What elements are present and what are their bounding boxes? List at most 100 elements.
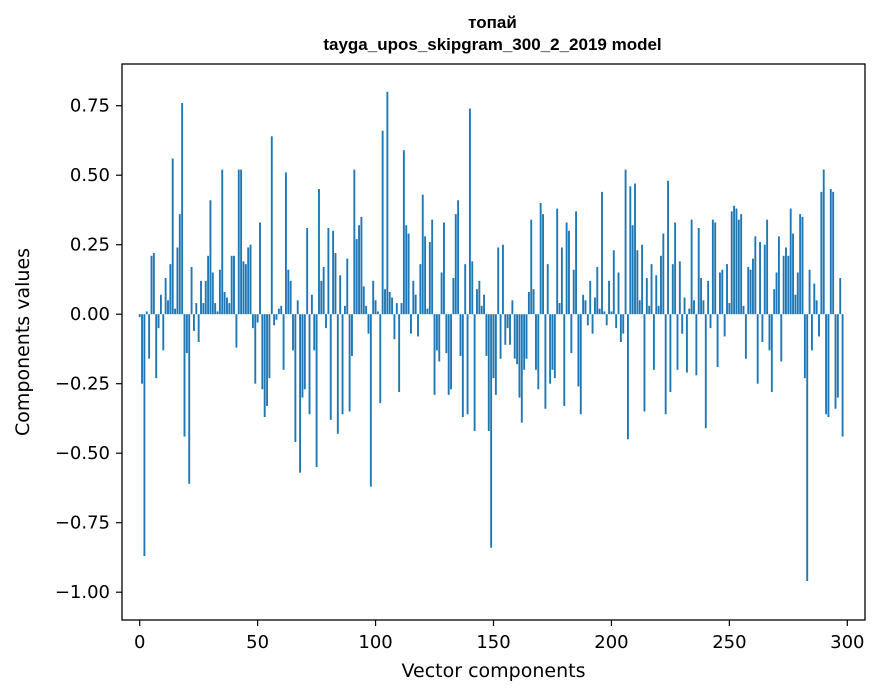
- bar: [138, 314, 141, 317]
- bar: [492, 314, 495, 379]
- bar: [742, 305, 745, 315]
- bar: [405, 225, 408, 315]
- bar: [197, 314, 200, 342]
- bar: [726, 264, 728, 315]
- bar: [244, 264, 247, 315]
- bar: [664, 314, 667, 415]
- bar: [440, 272, 443, 315]
- bar: [579, 314, 582, 415]
- bar: [332, 230, 335, 315]
- bar: [476, 289, 478, 315]
- bar: [228, 303, 231, 315]
- bar: [513, 314, 516, 359]
- bar: [313, 314, 316, 351]
- bar: [754, 236, 757, 315]
- x-tick-label: 200: [594, 632, 628, 653]
- bar: [188, 314, 191, 484]
- bar: [282, 314, 285, 370]
- bar: [268, 314, 271, 379]
- bar: [532, 289, 535, 315]
- bar: [608, 280, 611, 315]
- bar: [145, 311, 148, 315]
- bar: [622, 314, 625, 334]
- bar: [450, 314, 452, 390]
- bar: [296, 300, 299, 315]
- bar: [509, 314, 511, 345]
- bar: [836, 314, 839, 398]
- y-tick-label: −0.25: [55, 374, 110, 395]
- bar: [414, 294, 417, 315]
- bar: [195, 303, 198, 315]
- bar: [464, 264, 467, 315]
- bar: [400, 303, 403, 315]
- chart-title: топай: [468, 13, 517, 32]
- bar: [261, 314, 264, 390]
- bar: [421, 194, 424, 315]
- bar: [773, 289, 776, 315]
- bar: [683, 297, 686, 315]
- bar: [445, 314, 448, 354]
- bar: [549, 314, 552, 384]
- bar: [657, 305, 660, 315]
- bar: [454, 214, 457, 315]
- bar: [749, 269, 752, 315]
- bar: [525, 314, 528, 359]
- bar: [461, 314, 464, 418]
- bar: [803, 314, 806, 379]
- bar: [322, 266, 325, 315]
- bar: [443, 222, 445, 315]
- bar: [733, 205, 736, 315]
- bar: [162, 314, 165, 351]
- bar: [327, 228, 330, 315]
- bar: [485, 314, 488, 356]
- bar: [320, 280, 323, 315]
- bar: [457, 200, 460, 315]
- bar: [711, 219, 714, 315]
- bar: [251, 314, 254, 329]
- bar: [593, 297, 596, 315]
- bar: [221, 169, 224, 315]
- bar: [598, 308, 601, 315]
- bar: [834, 314, 837, 409]
- bar: [650, 264, 653, 315]
- bar: [341, 314, 344, 415]
- bar: [822, 169, 825, 315]
- bar: [362, 286, 365, 315]
- y-tick-label: −1.00: [55, 582, 110, 603]
- bar: [435, 314, 438, 351]
- bar: [535, 314, 537, 370]
- bar: [150, 255, 153, 315]
- bar: [398, 314, 401, 393]
- bar: [511, 300, 514, 315]
- bar: [183, 314, 186, 437]
- bar: [818, 314, 820, 337]
- bar: [155, 314, 158, 379]
- bar: [499, 314, 502, 359]
- bar: [233, 255, 235, 315]
- bar: [329, 314, 332, 420]
- bar: [610, 311, 613, 315]
- bar: [660, 255, 662, 315]
- bar: [303, 314, 306, 390]
- bar: [417, 314, 419, 337]
- bar: [619, 314, 622, 342]
- bar: [348, 314, 351, 412]
- bar: [766, 219, 769, 315]
- x-tick-label: 150: [476, 632, 510, 653]
- bar: [728, 303, 731, 315]
- bar: [615, 314, 618, 329]
- bar: [709, 314, 712, 329]
- bar: [178, 214, 181, 315]
- bar: [700, 278, 703, 315]
- bar: [388, 291, 391, 315]
- bar: [568, 230, 570, 315]
- bar: [565, 222, 568, 315]
- bar: [426, 308, 429, 315]
- bar: [704, 314, 707, 429]
- bar: [372, 280, 375, 315]
- bar: [223, 291, 226, 315]
- bar: [577, 314, 580, 387]
- bar: [820, 191, 823, 315]
- bar: [624, 169, 627, 315]
